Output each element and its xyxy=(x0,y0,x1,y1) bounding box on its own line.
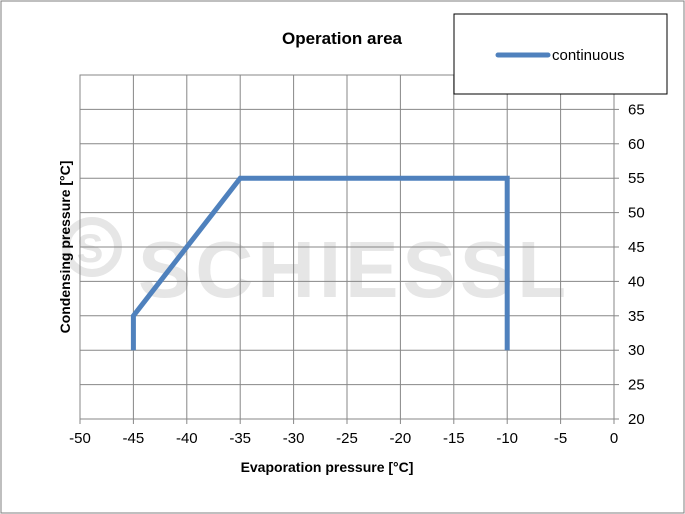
x-tick-label: -30 xyxy=(283,430,305,447)
watermark-emblem-letter: S xyxy=(77,227,108,271)
schiessl-watermark: S SCHIESSL xyxy=(62,217,570,314)
x-tick-label: 0 xyxy=(610,430,618,447)
x-tick-label: -45 xyxy=(123,430,145,447)
x-axis-tick-labels: -50 -45 -40 -35 -30 -25 -20 -15 -10 -5 0 xyxy=(69,430,618,447)
y-tick-label: 30 xyxy=(628,342,645,359)
y-axis-label: Condensing pressure [°C] xyxy=(57,161,73,334)
x-tick-label: -20 xyxy=(390,430,412,447)
y-tick-label: 50 xyxy=(628,205,645,222)
legend-label-continuous: continuous xyxy=(552,47,625,64)
y-tick-label: 55 xyxy=(628,170,645,187)
x-tick-label: -15 xyxy=(443,430,465,447)
x-tick-label: -25 xyxy=(336,430,358,447)
y-tick-label: 25 xyxy=(628,377,645,394)
plot-area-border xyxy=(79,74,615,420)
y-tick-label: 35 xyxy=(628,308,645,325)
watermark-text: SCHIESSL xyxy=(138,225,570,314)
chart-title: Operation area xyxy=(282,29,403,48)
y-tick-label: 40 xyxy=(628,273,645,290)
series-layer xyxy=(130,175,510,351)
x-axis-label: Evaporation pressure [°C] xyxy=(241,459,414,475)
x-tick-label: -35 xyxy=(229,430,251,447)
plot-frame xyxy=(79,74,615,420)
x-tick-label: -5 xyxy=(554,430,567,447)
legend-box xyxy=(453,13,668,95)
y-tick-label: 45 xyxy=(628,239,645,256)
x-tick-label: -50 xyxy=(69,430,91,447)
legend: continuous xyxy=(453,13,668,95)
x-tick-label: -40 xyxy=(176,430,198,447)
y-tick-label: 20 xyxy=(628,411,645,428)
y-tick-label: 60 xyxy=(628,136,645,153)
x-tick-label: -10 xyxy=(496,430,518,447)
y-tick-label: 65 xyxy=(628,101,645,118)
